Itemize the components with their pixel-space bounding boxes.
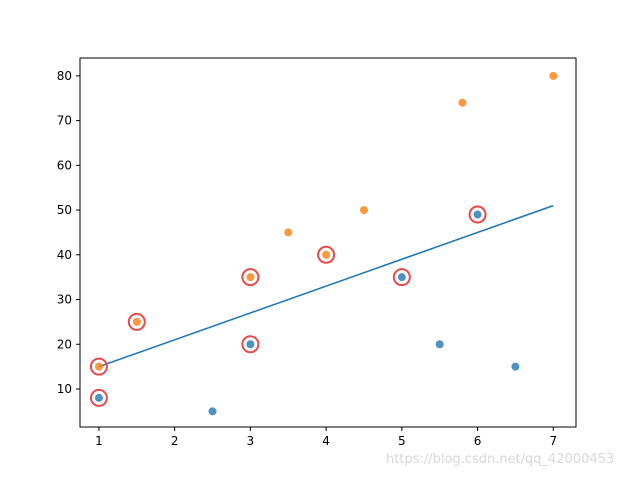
scatter-point-s1-6 <box>458 98 467 107</box>
scatter-point-s0-4 <box>435 340 444 349</box>
highlight-ring-1 <box>89 357 108 376</box>
x-tick-label-4: 4 <box>322 434 330 448</box>
scatter-point-s0-0 <box>94 393 103 402</box>
regression-line-group <box>98 204 554 368</box>
plot-area <box>80 58 576 427</box>
plot-background <box>80 58 576 427</box>
scatter-point-s0-3 <box>397 273 406 282</box>
y-tick-label-10: 10 <box>57 382 72 396</box>
highlight-ring-0 <box>89 388 108 407</box>
scatter-point-s1-0 <box>94 362 103 371</box>
highlight-ring-4 <box>241 268 260 287</box>
x-tick-label-1: 1 <box>95 434 103 448</box>
highlight-ring-3 <box>241 335 260 354</box>
y-tick-label-70: 70 <box>57 114 72 128</box>
regression-line <box>98 204 554 368</box>
scatter-points-group <box>94 71 558 416</box>
scatter-point-s1-2 <box>246 273 255 282</box>
scatter-point-s1-1 <box>132 317 141 326</box>
scatter-point-s0-5 <box>473 210 482 219</box>
highlight-ring-6 <box>392 268 411 287</box>
x-tick-label-7: 7 <box>549 434 557 448</box>
highlight-rings-group <box>89 205 487 407</box>
y-tick-label-80: 80 <box>57 69 72 83</box>
scatter-point-s0-2 <box>246 340 255 349</box>
highlight-ring-5 <box>317 245 336 264</box>
x-tick-label-3: 3 <box>247 434 255 448</box>
axes: 1 2 3 4 5 6 7 10 20 30 40 50 60 70 80 <box>57 57 577 448</box>
x-tick-label-2: 2 <box>171 434 179 448</box>
x-tick-label-5: 5 <box>398 434 406 448</box>
y-tick-label-40: 40 <box>57 248 72 262</box>
scatter-point-s0-1 <box>208 407 217 416</box>
y-tick-label-30: 30 <box>57 293 72 307</box>
watermark-text: https://blog.csdn.net/qq_42000453 <box>386 452 615 467</box>
x-tick-label-6: 6 <box>474 434 482 448</box>
y-tick-label-60: 60 <box>57 158 72 172</box>
scatter-point-s1-5 <box>359 206 368 215</box>
scatter-point-s1-4 <box>322 250 331 259</box>
scatter-point-s1-3 <box>284 228 293 237</box>
plot-frame <box>79 57 577 428</box>
y-tick-label-20: 20 <box>57 337 72 351</box>
highlight-ring-2 <box>127 312 146 331</box>
y-tick-label-50: 50 <box>57 203 72 217</box>
scatter-point-s0-6 <box>511 362 520 371</box>
highlight-ring-7 <box>468 205 487 224</box>
scatter-point-s1-7 <box>549 71 558 80</box>
